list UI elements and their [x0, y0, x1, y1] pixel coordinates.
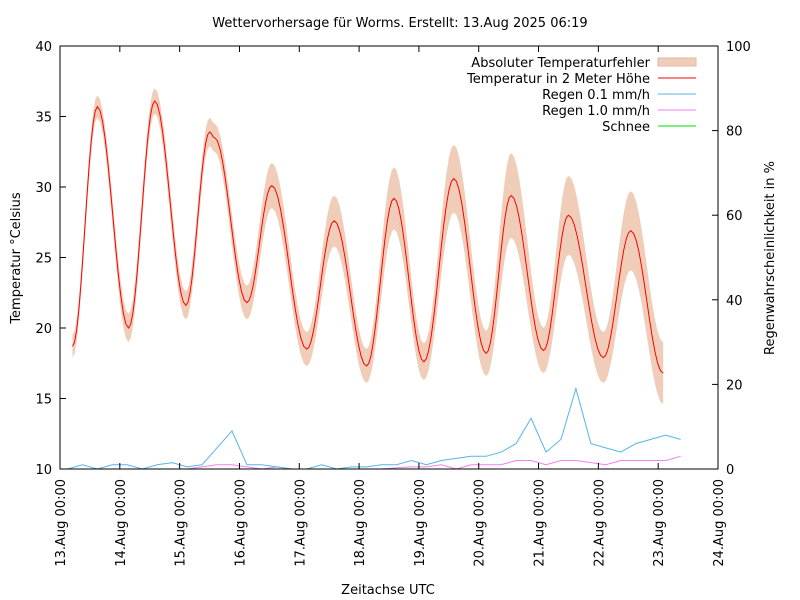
x-tick-label: 24.Aug 00:00 — [712, 479, 727, 567]
y2-axis-label: Regenwahrscheinlichkeit in % — [763, 161, 778, 355]
y-tick-label: 30 — [35, 181, 52, 196]
temperature-error-band — [72, 88, 664, 405]
x-tick-label: 15.Aug 00:00 — [174, 479, 189, 567]
y-tick-label: 25 — [35, 252, 52, 267]
x-axis-label: Zeitachse UTC — [341, 583, 435, 598]
y2-tick-label: 20 — [726, 378, 743, 393]
y-axis-label: Temperatur °Celsius — [9, 192, 24, 325]
x-tick-label: 18.Aug 00:00 — [353, 479, 368, 567]
legend-swatch-band — [657, 57, 697, 67]
legend-label: Temperatur in 2 Meter Höhe — [466, 72, 650, 87]
legend-label: Regen 0.1 mm/h — [542, 88, 650, 103]
y2-tick-label: 0 — [726, 463, 734, 478]
x-tick-label: 19.Aug 00:00 — [413, 479, 428, 567]
x-tick-label: 17.Aug 00:00 — [293, 479, 308, 567]
chart-title: Wettervorhersage für Worms. Erstellt: 13… — [212, 16, 587, 31]
x-tick-label: 20.Aug 00:00 — [473, 479, 488, 567]
y2-tick-label: 40 — [726, 294, 743, 309]
y2-tick-label: 60 — [726, 209, 743, 224]
legend-label: Schnee — [602, 120, 650, 135]
y2-tick-label: 100 — [726, 40, 751, 55]
error-band-area — [72, 88, 664, 405]
y-tick-label: 20 — [35, 322, 52, 337]
y2-tick-label: 80 — [726, 125, 743, 140]
x-tick-label: 21.Aug 00:00 — [533, 479, 548, 567]
x-tick-label: 23.Aug 00:00 — [652, 479, 667, 567]
temperature-line — [72, 100, 664, 374]
y-tick-label: 10 — [35, 463, 52, 478]
x-tick-label: 16.Aug 00:00 — [233, 479, 248, 567]
legend-label: Absoluter Temperaturfehler — [471, 56, 650, 71]
x-tick-label: 14.Aug 00:00 — [114, 479, 129, 567]
x-tick-label: 13.Aug 00:00 — [54, 479, 69, 567]
x-tick-label: 22.Aug 00:00 — [592, 479, 607, 567]
y-tick-label: 35 — [35, 111, 52, 126]
rain-0-1-line — [67, 386, 681, 470]
rain-1-0-line — [67, 455, 681, 470]
y-tick-label: 15 — [35, 393, 52, 408]
y-tick-label: 40 — [35, 40, 52, 55]
legend-label: Regen 1.0 mm/h — [542, 104, 650, 119]
